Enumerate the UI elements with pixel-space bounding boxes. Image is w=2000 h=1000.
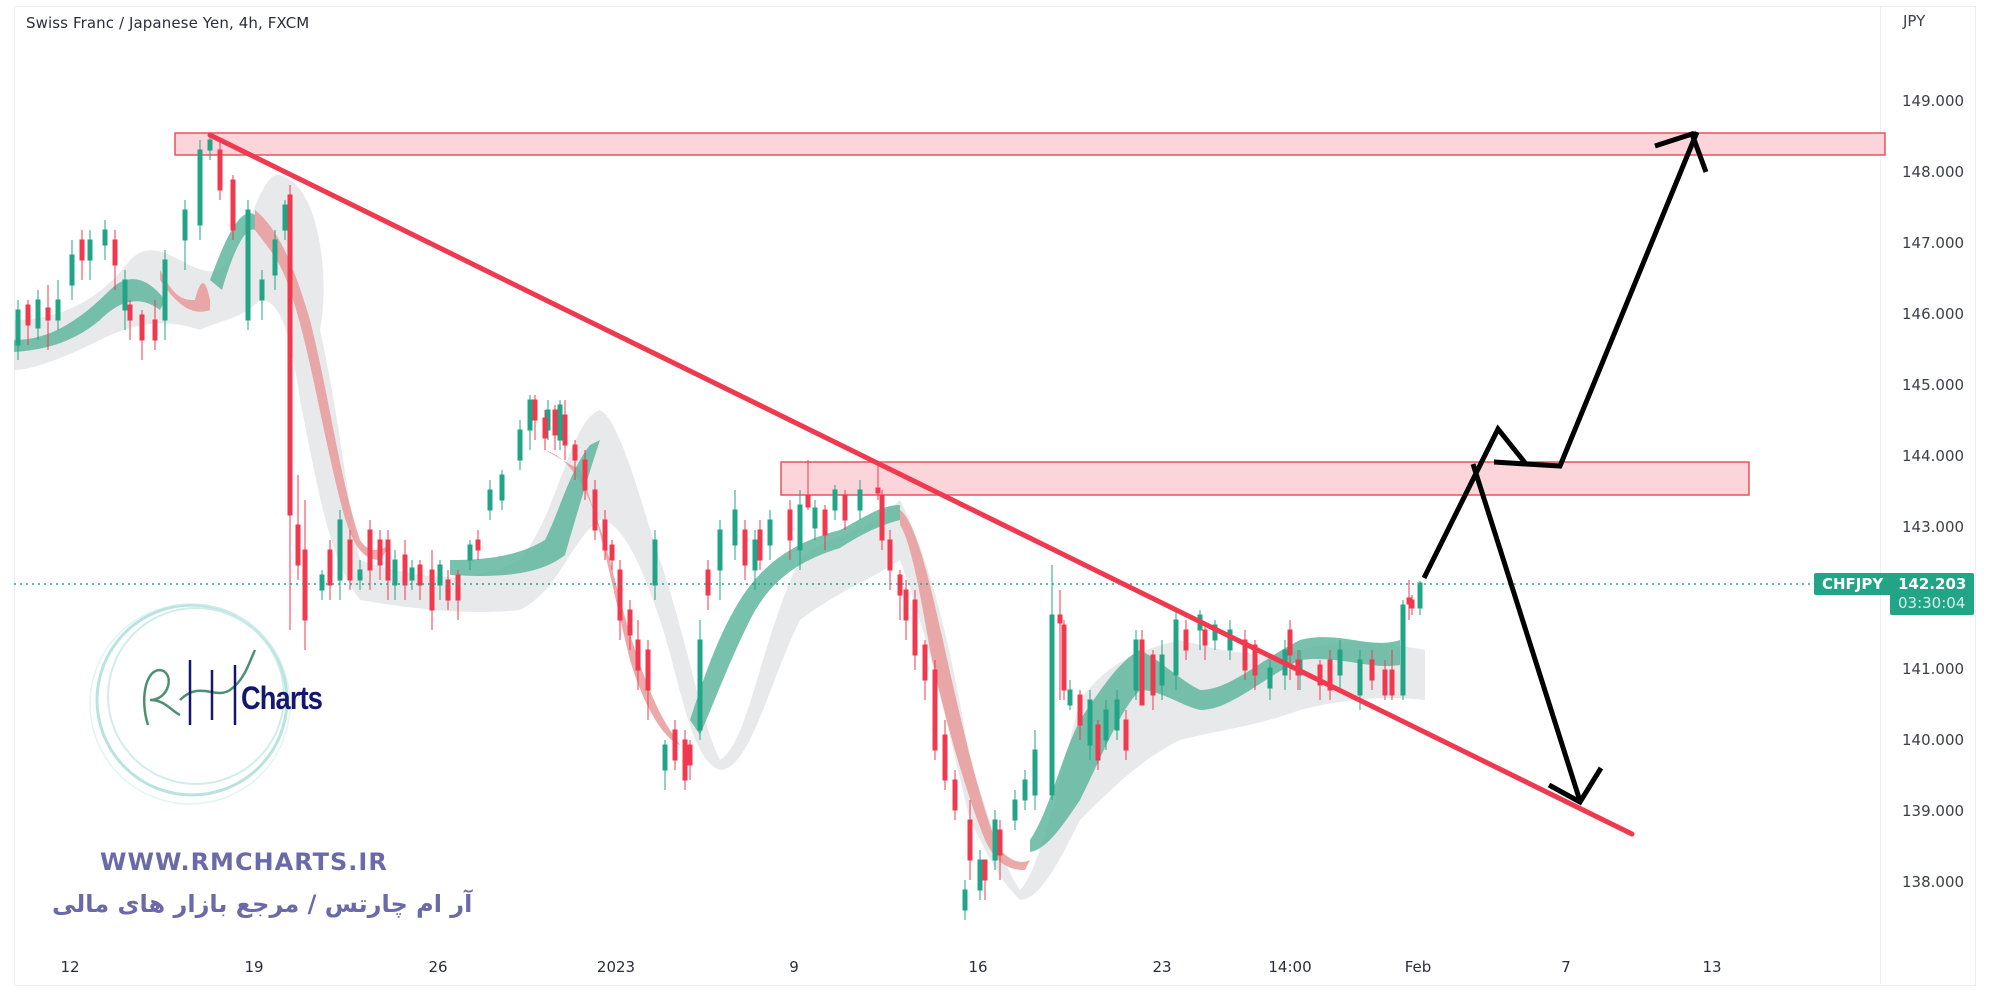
descending-trendline[interactable]	[207, 132, 1635, 837]
time-tick: 26	[428, 958, 448, 976]
price-tick: 148.000	[1902, 163, 1965, 181]
price-tick: 149.000	[1902, 92, 1965, 110]
last-price-value: 142.203	[1898, 575, 1967, 593]
last-price-badge: 142.203 03:30:04	[1890, 573, 1974, 615]
time-tick: 2023	[596, 958, 636, 976]
watermark-tagline: آر ام چارتس / مرجع بازار های مالی	[52, 890, 473, 918]
bullish-projection-arrow[interactable]	[1421, 131, 1700, 580]
price-tick: 143.000	[1902, 518, 1965, 536]
time-tick: 9	[789, 958, 799, 976]
price-tick: 138.000	[1902, 873, 1965, 891]
price-tick: 145.000	[1902, 376, 1965, 394]
currency-label: JPY	[1903, 12, 1926, 30]
rmcharts-logo	[89, 603, 291, 805]
price-axis-divider	[1880, 6, 1881, 984]
symbol-badge: CHFJPY	[1814, 573, 1894, 595]
bearish-projection-arrow[interactable]	[1470, 463, 1583, 802]
price-tick: 144.000	[1902, 447, 1965, 465]
time-tick: Feb	[1404, 958, 1432, 976]
price-tick: 147.000	[1902, 234, 1965, 252]
time-tick: 23	[1152, 958, 1172, 976]
price-tick: 146.000	[1902, 305, 1965, 323]
bullish-arrowhead	[1654, 130, 1709, 173]
logo-text: Charts	[241, 680, 323, 716]
bar-countdown: 03:30:04	[1898, 594, 1966, 612]
upper-resistance-zone[interactable]	[174, 132, 1886, 156]
mid-resistance-zone[interactable]	[780, 461, 1750, 496]
candlesticks[interactable]	[15, 135, 1423, 920]
bearish-arrowhead	[1547, 766, 1604, 806]
time-tick: 19	[244, 958, 264, 976]
time-tick: 13	[1702, 958, 1722, 976]
price-tick: 139.000	[1902, 802, 1965, 820]
watermark-url: WWW.RMCHARTS.IR	[100, 848, 388, 876]
price-tick: 140.000	[1902, 731, 1965, 749]
time-tick: 14:00	[1268, 958, 1312, 976]
time-tick: 12	[60, 958, 80, 976]
chart-title: Swiss Franc / Japanese Yen, 4h, FXCM	[26, 14, 310, 32]
time-tick: 16	[968, 958, 988, 976]
time-tick: 7	[1561, 958, 1571, 976]
price-tick: 141.000	[1902, 660, 1965, 678]
